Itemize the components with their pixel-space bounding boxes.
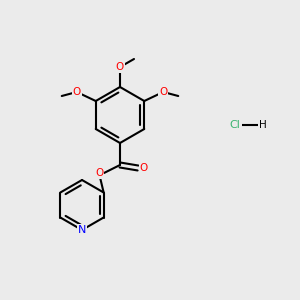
Text: Cl: Cl [230,120,240,130]
Text: O: O [116,62,124,72]
Text: O: O [73,87,81,97]
Text: N: N [78,225,86,235]
Text: O: O [95,168,103,178]
Text: O: O [140,163,148,173]
Text: H: H [259,120,267,130]
Text: O: O [159,87,167,97]
